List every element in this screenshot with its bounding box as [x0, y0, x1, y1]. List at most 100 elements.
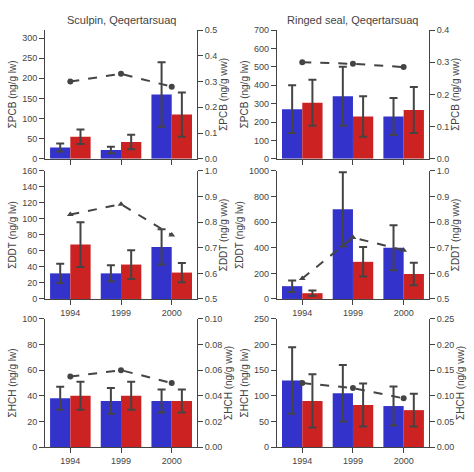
svg-text:1994: 1994	[60, 456, 80, 466]
svg-text:100: 100	[22, 114, 37, 124]
svg-text:ΣHCH (ng/g ww): ΣHCH (ng/g ww)	[223, 346, 234, 420]
svg-text:50: 50	[27, 134, 37, 144]
svg-text:1999: 1999	[343, 308, 363, 318]
svg-text:0.06: 0.06	[205, 365, 223, 375]
svg-text:0.0: 0.0	[437, 154, 450, 164]
svg-text:400: 400	[254, 80, 269, 90]
svg-text:1999: 1999	[343, 456, 363, 466]
svg-text:1994: 1994	[292, 456, 312, 466]
svg-text:Ringed seal, Qeqertarsuaq: Ringed seal, Qeqertarsuaq	[287, 14, 418, 26]
svg-text:300: 300	[254, 99, 269, 109]
svg-text:0: 0	[32, 294, 37, 304]
svg-text:1000: 1000	[249, 166, 269, 176]
svg-text:250: 250	[254, 314, 269, 324]
svg-text:0: 0	[264, 294, 269, 304]
svg-text:80: 80	[27, 340, 37, 350]
svg-text:80: 80	[27, 230, 37, 240]
svg-text:60: 60	[27, 365, 37, 375]
svg-text:800: 800	[254, 192, 269, 202]
svg-text:0.0: 0.0	[205, 154, 218, 164]
svg-text:0.7: 0.7	[205, 243, 218, 253]
svg-text:200: 200	[254, 117, 269, 127]
svg-text:250: 250	[22, 53, 37, 63]
svg-text:200: 200	[254, 340, 269, 350]
svg-text:0.04: 0.04	[205, 391, 223, 401]
svg-text:1999: 1999	[111, 308, 131, 318]
svg-text:0.5: 0.5	[205, 294, 218, 304]
svg-text:1999: 1999	[111, 456, 131, 466]
svg-text:100: 100	[22, 214, 37, 224]
svg-text:1994: 1994	[60, 308, 80, 318]
svg-text:0.3: 0.3	[437, 57, 450, 67]
svg-text:ΣHCH (ng/g lw): ΣHCH (ng/g lw)	[7, 348, 18, 417]
svg-text:600: 600	[254, 217, 269, 227]
svg-text:ΣDDT (ng/g lw): ΣDDT (ng/g lw)	[234, 201, 245, 269]
svg-text:120: 120	[22, 198, 37, 208]
svg-text:1.0: 1.0	[437, 166, 450, 176]
svg-text:0: 0	[264, 442, 269, 452]
svg-text:500: 500	[254, 62, 269, 72]
svg-text:2000: 2000	[394, 308, 414, 318]
svg-text:2000: 2000	[162, 456, 182, 466]
svg-text:ΣHCH (ng/g lw): ΣHCH (ng/g lw)	[239, 348, 250, 417]
svg-text:0.1: 0.1	[205, 128, 218, 138]
svg-text:100: 100	[22, 314, 37, 324]
svg-text:ΣDDT (ng/g ww): ΣDDT (ng/g ww)	[450, 199, 461, 272]
svg-text:0: 0	[32, 154, 37, 164]
svg-text:0.20: 0.20	[437, 340, 455, 350]
svg-text:0.3: 0.3	[205, 77, 218, 87]
svg-text:0.25: 0.25	[437, 314, 455, 324]
svg-text:0.8: 0.8	[437, 217, 450, 227]
svg-text:0.15: 0.15	[437, 365, 455, 375]
svg-text:0.6: 0.6	[205, 269, 218, 279]
svg-text:600: 600	[254, 44, 269, 54]
svg-text:ΣPCB (ng/g ww): ΣPCB (ng/g ww)	[218, 58, 229, 131]
svg-text:200: 200	[254, 269, 269, 279]
svg-text:0.9: 0.9	[205, 192, 218, 202]
svg-text:60: 60	[27, 246, 37, 256]
svg-text:150: 150	[22, 94, 37, 104]
svg-text:2000: 2000	[394, 456, 414, 466]
svg-text:0.5: 0.5	[437, 294, 450, 304]
svg-text:0.05: 0.05	[437, 417, 455, 427]
svg-text:0.08: 0.08	[205, 340, 223, 350]
svg-text:0.8: 0.8	[205, 217, 218, 227]
svg-text:0.6: 0.6	[437, 269, 450, 279]
svg-text:300: 300	[22, 33, 37, 43]
svg-text:100: 100	[254, 391, 269, 401]
svg-text:ΣPCB (ng/g ww): ΣPCB (ng/g ww)	[450, 58, 461, 131]
svg-text:100: 100	[254, 136, 269, 146]
svg-text:0.10: 0.10	[437, 391, 455, 401]
svg-text:20: 20	[27, 417, 37, 427]
svg-text:40: 40	[27, 262, 37, 272]
svg-text:0.7: 0.7	[437, 243, 450, 253]
svg-text:0.02: 0.02	[205, 417, 223, 427]
svg-text:0.1: 0.1	[437, 122, 450, 132]
svg-text:0.9: 0.9	[437, 192, 450, 202]
svg-text:700: 700	[254, 25, 269, 35]
svg-text:ΣHCH (ng/g ww): ΣHCH (ng/g ww)	[455, 346, 466, 420]
svg-text:2000: 2000	[162, 308, 182, 318]
svg-text:20: 20	[27, 278, 37, 288]
svg-text:0.00: 0.00	[205, 442, 223, 452]
svg-text:150: 150	[254, 365, 269, 375]
svg-text:ΣDDT (ng/g ww): ΣDDT (ng/g ww)	[218, 199, 229, 272]
svg-text:0.4: 0.4	[205, 51, 218, 61]
svg-text:ΣDDT (ng/g lw): ΣDDT (ng/g lw)	[7, 201, 18, 269]
svg-text:0.00: 0.00	[437, 442, 455, 452]
svg-text:160: 160	[22, 166, 37, 176]
svg-text:0: 0	[32, 442, 37, 452]
svg-text:ΣPCB (ng/g lw): ΣPCB (ng/g lw)	[7, 60, 18, 128]
svg-text:1994: 1994	[292, 308, 312, 318]
svg-text:140: 140	[22, 182, 37, 192]
svg-text:ΣPCB (ng/g lw): ΣPCB (ng/g lw)	[239, 60, 250, 128]
svg-text:0.10: 0.10	[205, 314, 223, 324]
svg-text:Sculpin, Qeqertarsuaq: Sculpin, Qeqertarsuaq	[67, 14, 176, 26]
svg-text:50: 50	[259, 417, 269, 427]
svg-text:0.2: 0.2	[205, 102, 218, 112]
svg-text:200: 200	[22, 73, 37, 83]
svg-text:40: 40	[27, 391, 37, 401]
svg-text:0: 0	[264, 154, 269, 164]
svg-text:0.5: 0.5	[205, 25, 218, 35]
svg-text:400: 400	[254, 243, 269, 253]
